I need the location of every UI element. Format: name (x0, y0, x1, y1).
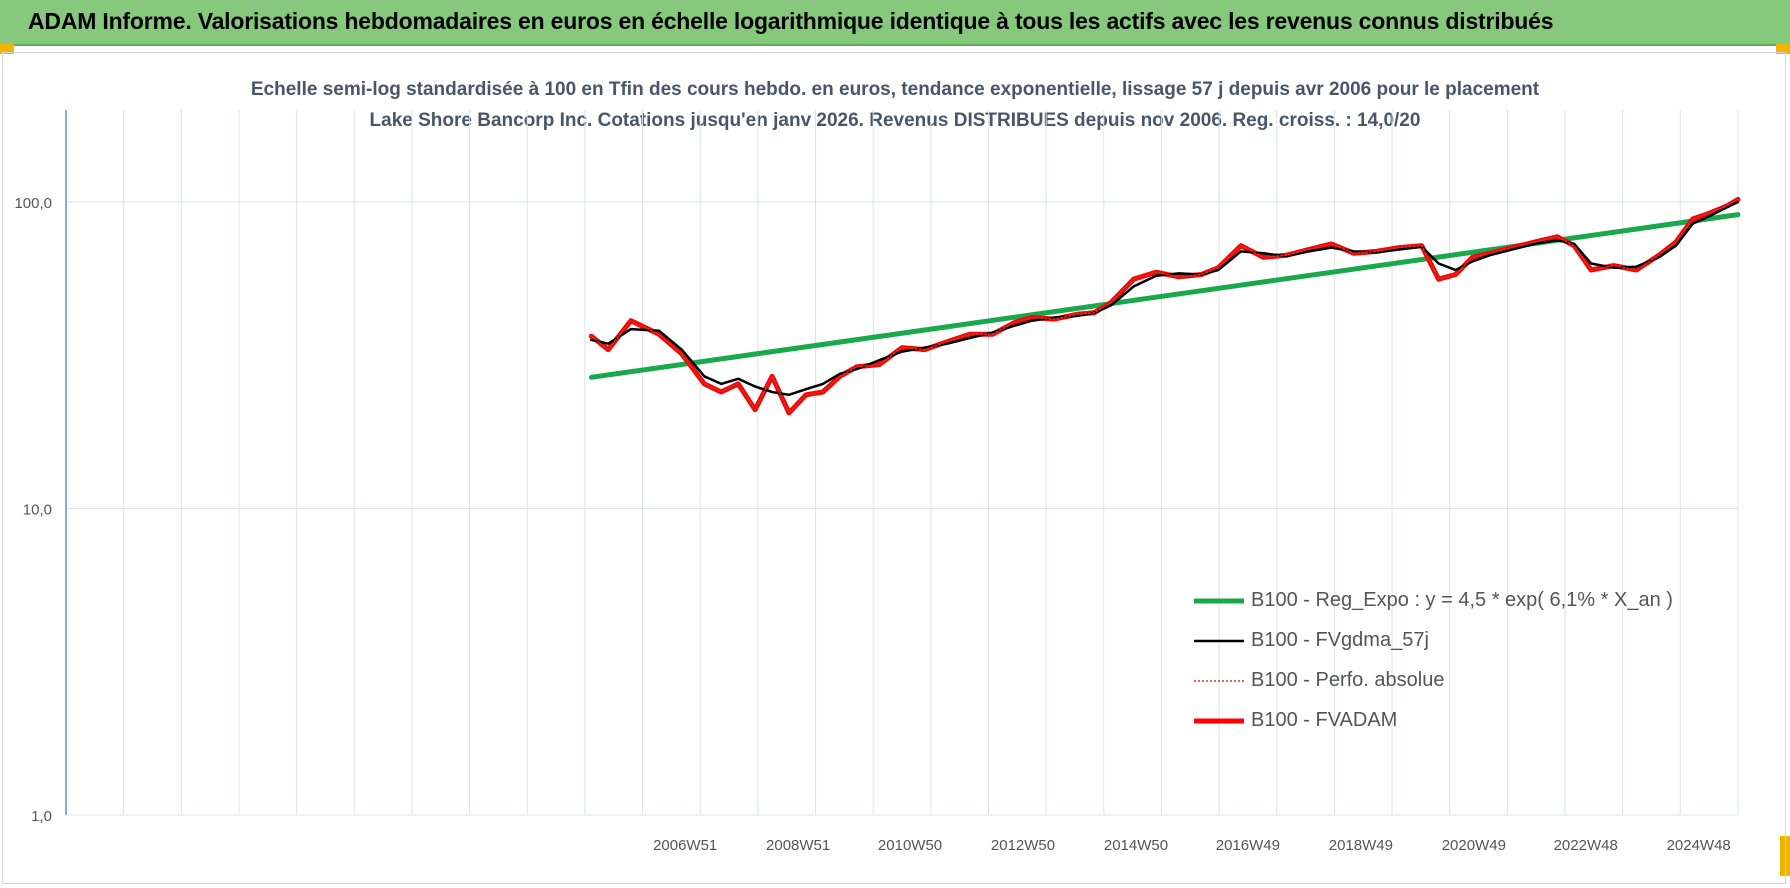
legend-label: B100 - FVgdma_57j (1251, 629, 1429, 651)
legend-swatch (1194, 598, 1244, 604)
chart-title: Echelle semi-log standardisée à 100 en T… (250, 79, 1540, 131)
series-line-3 (588, 196, 1741, 416)
x-tick-label: 2018W49 (1329, 837, 1393, 854)
tick-labels: 100,0 10,0 1,0 2006W51 2008W51 2010W50 2012W50… (14, 195, 1730, 854)
x-tick-label: 2012W50 (991, 837, 1055, 854)
y-tick-label: 10,0 (23, 502, 52, 519)
series-line-2 (590, 198, 1739, 414)
legend-label: B100 - Perfo. absolue (1251, 669, 1445, 691)
legend-item: B100 - Perfo. absolue (1192, 666, 1692, 696)
y-tick-label: 1,0 (31, 808, 52, 825)
x-tick-label: 2006W51 (653, 837, 717, 854)
legend-swatch (1194, 680, 1244, 682)
x-tick-label: 2024W48 (1667, 837, 1731, 854)
x-tick-label: 2022W48 (1554, 837, 1618, 854)
gridlines (66, 110, 1739, 816)
series-lines (588, 196, 1741, 416)
x-tick-label: 2014W50 (1104, 837, 1168, 854)
x-tick-label: 2010W50 (878, 837, 942, 854)
y-tick-label: 100,0 (14, 195, 52, 212)
corner-marker-right (1776, 44, 1790, 54)
legend-swatch (1194, 639, 1244, 643)
legend-item: B100 - Reg_Expo : y = 4,5 * exp( 6,1% * … (1192, 586, 1692, 616)
legend-label: B100 - Reg_Expo : y = 4,5 * exp( 6,1% * … (1251, 589, 1673, 611)
x-tick-label: 2008W51 (766, 837, 830, 854)
corner-marker-left (0, 44, 14, 54)
chart-frame (2, 52, 1786, 884)
title-banner: ADAM Informe. Valorisations hebdomadaire… (0, 0, 1790, 46)
legend-item: B100 - FVgdma_57j (1192, 626, 1692, 656)
legend-swatch (1194, 718, 1244, 724)
legend-label: B100 - FVADAM (1251, 709, 1398, 731)
x-tick-label: 2020W49 (1442, 837, 1506, 854)
banner-title: ADAM Informe. Valorisations hebdomadaire… (28, 8, 1554, 34)
x-tick-label: 2016W49 (1216, 837, 1280, 854)
legend-item: B100 - FVADAM (1192, 706, 1692, 736)
